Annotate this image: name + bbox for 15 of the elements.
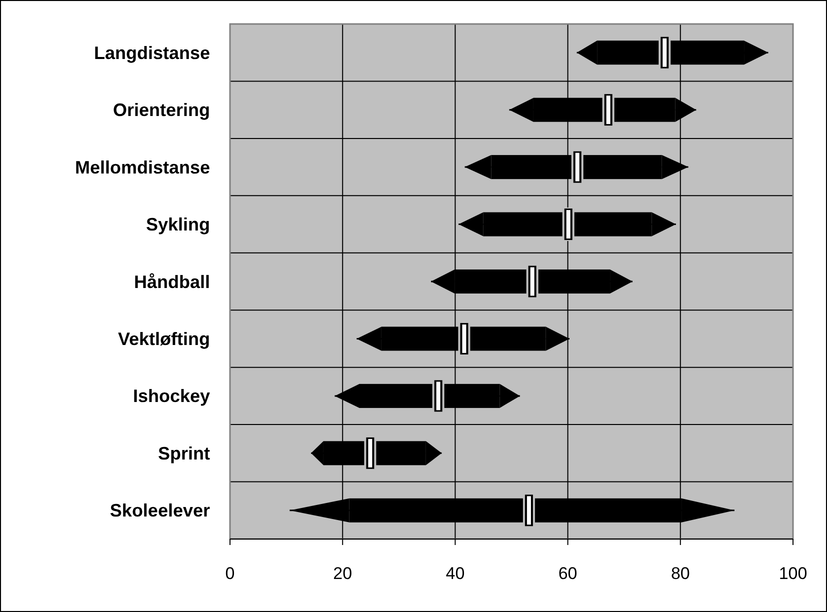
y-tick-label: Håndball: [134, 272, 210, 292]
x-tick-label: 80: [670, 564, 690, 583]
y-tick-label: Ishockey: [132, 386, 210, 406]
y-tick-label: Langdistanse: [94, 42, 210, 63]
x-tick-label: 100: [778, 564, 808, 583]
y-tick-label: Skoleelever: [110, 500, 210, 521]
y-tick-label: Mellomdistanse: [74, 157, 210, 178]
x-tick-label: 0: [225, 564, 235, 583]
x-tick-label: 60: [558, 564, 578, 583]
x-tick-label: 20: [333, 564, 352, 583]
y-tick-label: Orientering: [112, 100, 210, 120]
y-tick-label: Sykling: [146, 214, 210, 235]
x-tick-label: 40: [446, 564, 465, 583]
y-tick-label: Vektløfting: [118, 329, 210, 350]
y-tick-label: Sprint: [158, 443, 210, 464]
